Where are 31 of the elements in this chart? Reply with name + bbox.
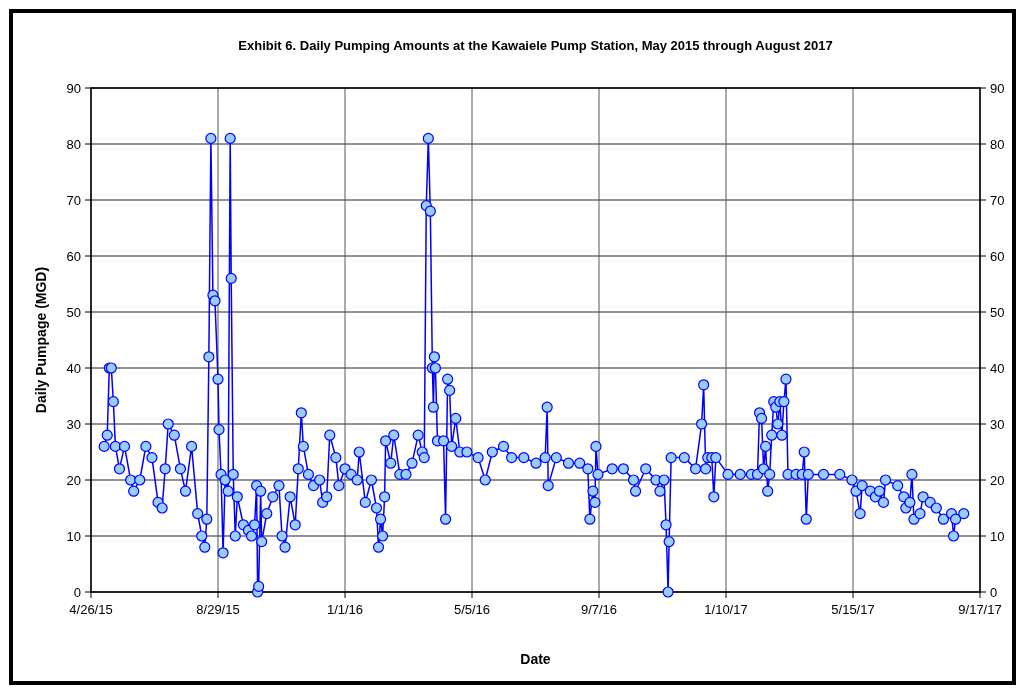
x-axis-title: Date xyxy=(520,651,551,667)
x-tick-label: 5/15/17 xyxy=(831,602,875,617)
x-tick-label: 9/7/16 xyxy=(580,602,618,617)
y2-tick-label: 20 xyxy=(990,472,1005,488)
y-tick-label: 90 xyxy=(66,80,81,96)
y2-tick-label: 50 xyxy=(990,304,1005,320)
y2-tick-label: 70 xyxy=(990,192,1005,208)
y-tick-label: 40 xyxy=(66,360,81,376)
x-tick-label: 4/26/15 xyxy=(69,602,113,617)
chart-title: Exhibit 6. Daily Pumping Amounts at the Kawaiele Pump Station, May 2015 through August 2017 xyxy=(238,38,833,53)
y-tick-label: 50 xyxy=(66,304,81,320)
y-tick-label: 0 xyxy=(73,584,81,600)
y2-tick-label: 10 xyxy=(990,528,1005,544)
x-tick-label: 9/17/17 xyxy=(958,602,1002,617)
x-tick-label: 5/5/16 xyxy=(453,602,491,617)
y2-tick-label: 0 xyxy=(990,584,998,600)
y-tick-label: 30 xyxy=(66,416,81,432)
y2-tick-label: 80 xyxy=(990,136,1005,152)
y2-tick-label: 40 xyxy=(990,360,1005,376)
y-tick-label: 80 xyxy=(66,136,81,152)
y-tick-label: 20 xyxy=(66,472,81,488)
x-tick-label: 1/10/17 xyxy=(704,602,748,617)
y2-tick-label: 30 xyxy=(990,416,1005,432)
y-tick-label: 60 xyxy=(66,248,81,264)
x-tick-label: 1/1/16 xyxy=(326,602,364,617)
y-tick-label: 10 xyxy=(66,528,81,544)
y-axis-title: Daily Pumpage (MGD) xyxy=(33,266,49,414)
x-tick-label: 8/29/15 xyxy=(196,602,240,617)
y-tick-label: 70 xyxy=(66,192,81,208)
y2-tick-label: 90 xyxy=(990,80,1005,96)
y2-tick-label: 60 xyxy=(990,248,1005,264)
